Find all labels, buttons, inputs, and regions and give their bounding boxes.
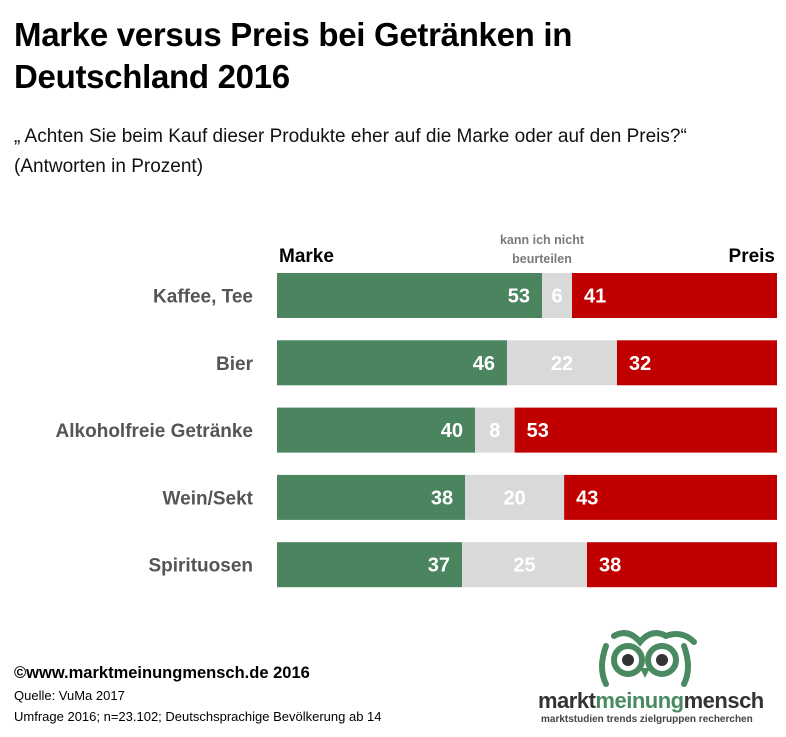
bar-marke-wein-sekt [277,474,466,520]
value-label-kann-ich-nicht-beurteilen-bier: 22 [551,353,573,375]
bar-kann-ich-nicht-beurteilen-wein-sekt [465,474,565,520]
bar-preis-wein-sekt [564,474,777,520]
bar-preis-alkoholfreie-getränke [514,407,777,453]
category-label-bier: Bier [216,354,254,375]
category-label-wein-sekt: Wein/Sekt [163,488,254,509]
logo-word-markt: markt [538,688,596,713]
owl-logo-icon [599,630,697,687]
bar-preis-bier [617,340,777,386]
value-label-marke-alkoholfreie-getränke: 40 [441,420,463,442]
legend-marke: Marke [279,246,334,267]
value-label-marke-bier: 46 [473,353,495,375]
value-label-preis-wein-sekt: 43 [576,487,598,509]
footer-source: Quelle: VuMa 2017 [14,688,125,703]
value-label-preis-kaffee-tee: 41 [584,286,606,308]
value-label-preis-bier: 32 [629,353,651,375]
value-label-kann-ich-nicht-beurteilen-wein-sekt: 20 [503,487,525,509]
legend-neutral: kann ich nicht beurteilen [499,233,585,266]
value-label-preis-alkoholfreie-getränke: 53 [527,420,549,442]
logo-word-meinung: meinung [595,688,684,713]
category-label-spirituosen: Spirituosen [148,556,253,577]
value-label-kann-ich-nicht-beurteilen-spirituosen: 25 [513,555,535,577]
bar-preis-spirituosen [587,542,777,588]
logo-wordmark: marktmeinungmensch [538,688,764,714]
bar-kann-ich-nicht-beurteilen-alkoholfreie-getränke [475,407,515,453]
logo-word-mensch: mensch [683,688,765,713]
footer-survey: Umfrage 2016; n=23.102; Deutschsprachige… [14,709,382,724]
bar-marke-bier [277,340,507,386]
bar-marke-kaffee-tee [277,273,542,318]
category-label-alkoholfreie-getränke: Alkoholfreie Getränke [56,421,253,442]
value-label-marke-wein-sekt: 38 [431,487,453,509]
bar-kann-ich-nicht-beurteilen-bier [507,340,617,386]
bar-kann-ich-nicht-beurteilen-kaffee-tee [542,273,572,318]
value-label-marke-kaffee-tee: 53 [508,286,530,308]
bar-marke-spirituosen [277,542,462,588]
value-label-marke-spirituosen: 37 [428,555,450,577]
value-label-kann-ich-nicht-beurteilen-alkoholfreie-getränke: 8 [489,420,500,442]
value-label-kann-ich-nicht-beurteilen-kaffee-tee: 6 [551,286,562,308]
chart-subtitle: „ Achten Sie beim Kauf dieser Produkte e… [14,126,687,177]
category-label-kaffee-tee: Kaffee, Tee [153,287,253,308]
bar-marke-alkoholfreie-getränke [277,407,476,453]
bar-kann-ich-nicht-beurteilen-spirituosen [462,542,587,588]
logo-tagline: marktstudien trends zielgruppen recherch… [541,714,753,725]
value-label-preis-spirituosen: 38 [599,555,621,577]
chart-title: Marke versus Preis bei Getränken in Deut… [14,16,573,95]
bar-preis-kaffee-tee [572,273,777,318]
legend-preis: Preis [728,246,775,267]
footer-copyright: ©www.marktmeinungmensch.de 2016 [14,664,310,682]
